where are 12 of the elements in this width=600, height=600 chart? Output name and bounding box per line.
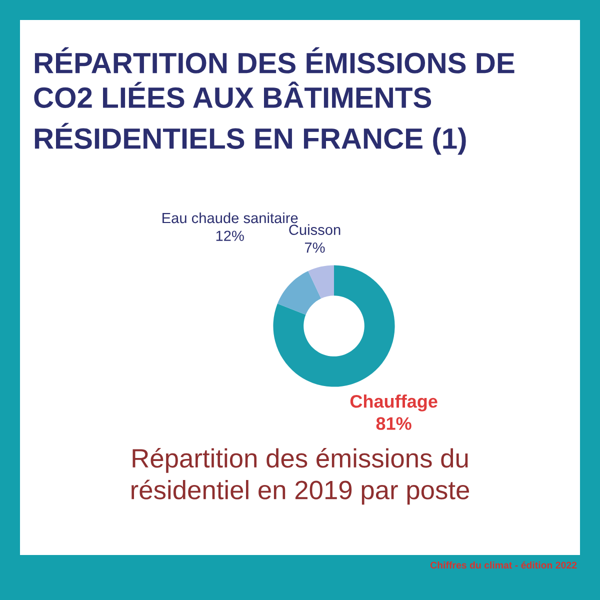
slice-label: Cuisson [289,224,340,235]
donut-slice [308,265,334,298]
text: Répartition des émissions du résidentiel en 2019 par poste [132,448,470,505]
data-label: 81% [376,417,412,430]
donut-slice [273,265,395,387]
slice-label: Eau chaude sanitaire [162,212,298,224]
slice-label: Chauffage [350,394,438,412]
data-label: 12% [216,230,244,241]
text: Chiffres du climat - édition 2022 [430,561,577,569]
donut-slice [277,270,322,315]
data-label: 7% [304,242,325,253]
chart-title: RÉPARTITION DES ÉMISSIONS DE CO2 LIÉES AUX BÂTIMENTS RÉSIDENTIELS EN FRANCE (1) [34,47,514,155]
